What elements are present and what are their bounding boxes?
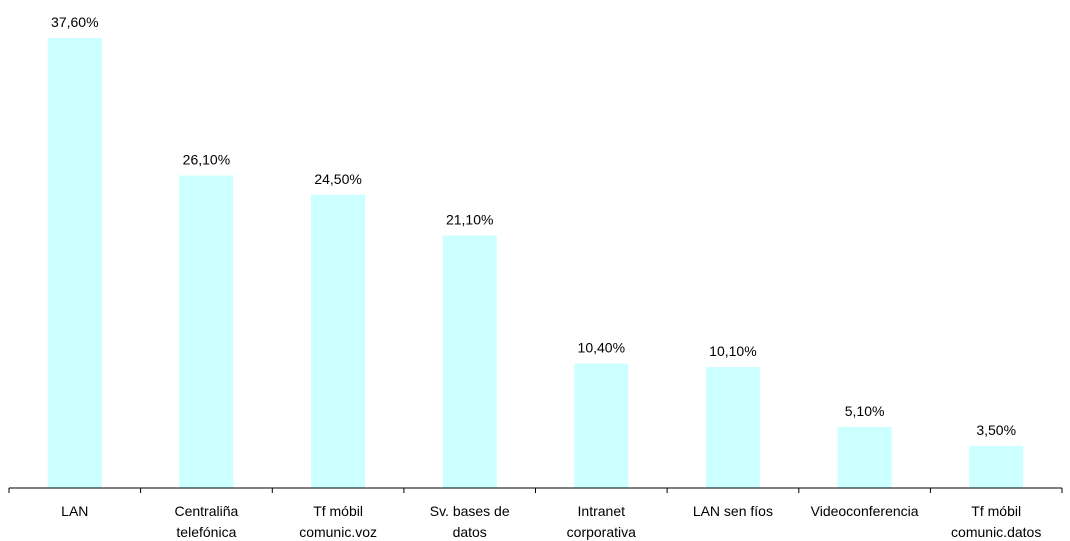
- value-labels-group: 37,60% 26,10% 24,50% 21,10% 10,40% 10,10% 5,10…: [51, 14, 1016, 438]
- value-label-7: 3,50%: [976, 422, 1016, 438]
- category-label-3-line-1: datos: [453, 524, 487, 540]
- bar-4: [574, 363, 629, 488]
- bar-6: [837, 427, 892, 488]
- category-label-2-line-0: Tf móbil: [313, 503, 363, 519]
- category-label-4-line-1: corporativa: [567, 524, 636, 540]
- category-label-7-line-1: comunic.datos: [951, 524, 1041, 540]
- category-label-7-line-0: Tf móbil: [971, 503, 1021, 519]
- value-label-3: 21,10%: [446, 212, 493, 228]
- bar-3: [442, 235, 497, 488]
- value-label-4: 10,40%: [578, 340, 625, 356]
- category-label-2-line-1: comunic.voz: [299, 524, 377, 540]
- x-axis: [8, 487, 1063, 493]
- value-label-6: 5,10%: [845, 403, 885, 419]
- category-label-5-line-0: LAN sen fíos: [693, 503, 773, 519]
- bar-7: [969, 446, 1024, 488]
- bar-1: [179, 175, 234, 488]
- bars-group: [47, 38, 1024, 489]
- value-label-5: 10,10%: [709, 343, 756, 359]
- category-label-1-line-1: telefónica: [176, 524, 236, 540]
- category-labels-group: LAN Centraliña telefónica Tf móbil comunic.v…: [61, 503, 1041, 540]
- value-label-0: 37,60%: [51, 14, 98, 30]
- category-label-3-line-0: Sv. bases de: [430, 503, 510, 519]
- bar-0: [47, 38, 102, 488]
- category-label-4-line-0: Intranet: [578, 503, 626, 519]
- category-label-1-line-0: Centraliña: [174, 503, 238, 519]
- value-label-2: 24,50%: [314, 171, 361, 187]
- value-label-1: 26,10%: [183, 152, 230, 168]
- bar-2: [311, 194, 366, 489]
- category-label-0-line-0: LAN: [61, 503, 88, 519]
- bar-5: [705, 367, 760, 488]
- category-label-6-line-0: Videoconferencia: [811, 503, 919, 519]
